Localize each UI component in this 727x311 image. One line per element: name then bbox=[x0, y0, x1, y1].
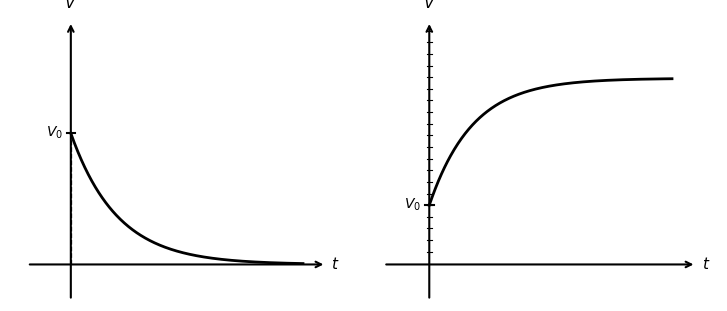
Text: $t$: $t$ bbox=[332, 257, 340, 272]
Bar bbox=[177, 190, 342, 311]
Polygon shape bbox=[140, 0, 342, 190]
Text: $V_0$: $V_0$ bbox=[46, 125, 63, 142]
Text: $V$: $V$ bbox=[422, 0, 436, 11]
Ellipse shape bbox=[459, 114, 475, 161]
Wedge shape bbox=[378, 74, 398, 235]
Ellipse shape bbox=[468, 68, 498, 156]
Text: $t$: $t$ bbox=[702, 257, 710, 272]
Bar bbox=[177, 0, 342, 190]
Text: $V$: $V$ bbox=[64, 0, 78, 11]
Text: $V_0$: $V_0$ bbox=[404, 197, 421, 213]
Ellipse shape bbox=[585, 87, 614, 167]
